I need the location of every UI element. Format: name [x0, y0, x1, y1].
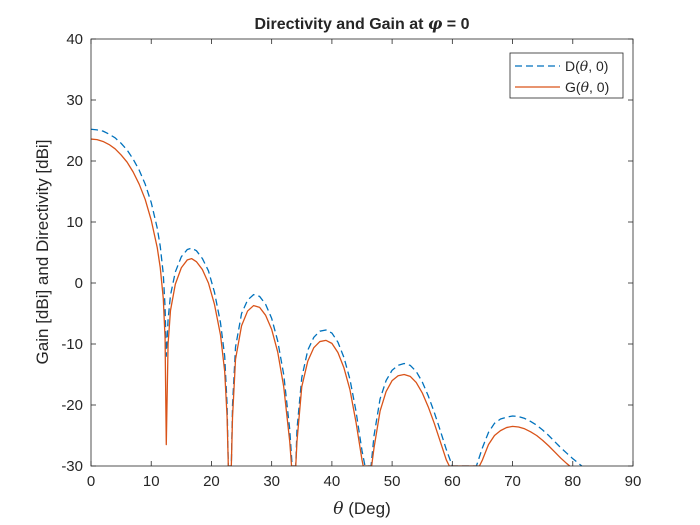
x-tick-label: 80 [564, 473, 581, 490]
x-tick-label: 0 [87, 473, 95, 490]
series-line-directivity [91, 128, 583, 466]
series-layer [91, 128, 583, 466]
legend-label-gain: G(θ, 0) [565, 79, 609, 96]
y-tick-label: 30 [66, 92, 83, 109]
x-tick-label: 20 [203, 473, 220, 490]
x-tick-label: 70 [504, 473, 521, 490]
title-symbol: φ [428, 14, 443, 33]
ticks-layer: 0 10 20 30 40 50 60 70 80 90 -30 -20 -10 0 10 20 30 40 [61, 31, 641, 490]
x-tick-label: 10 [143, 473, 160, 490]
y-tick-label: 0 [75, 275, 83, 292]
y-tick-label: -20 [61, 397, 83, 414]
x-axis-label: θ (Deg) [333, 499, 390, 519]
legend-label-directivity: D(θ, 0) [565, 58, 608, 75]
title-suffix: = 0 [442, 16, 469, 33]
x-tick-label: 40 [324, 473, 341, 490]
title-prefix: Directivity and Gain at [254, 16, 427, 33]
chart-title: Directivity and Gain at φ = 0 [254, 14, 469, 33]
y-tick-label: -10 [61, 336, 83, 353]
x-tick-label: 90 [625, 473, 642, 490]
y-tick-label: 40 [66, 31, 83, 48]
y-axis-label: Gain [dBi] and Directivity [dBi] [33, 140, 52, 365]
legend-box [509, 52, 624, 99]
plot-area [91, 39, 633, 466]
y-tick-label: -30 [61, 458, 83, 475]
x-axis-symbol: θ [333, 499, 343, 519]
series-line-gain [91, 138, 571, 466]
axes-box [90, 38, 634, 467]
x-axis-text: (Deg) [344, 499, 391, 518]
x-tick-label: 30 [263, 473, 280, 490]
legend: D(θ, 0) G(θ, 0) [509, 52, 624, 99]
x-tick-label: 60 [444, 473, 461, 490]
y-tick-label: 10 [66, 214, 83, 231]
y-tick-label: 20 [66, 153, 83, 170]
x-tick-label: 50 [384, 473, 401, 490]
